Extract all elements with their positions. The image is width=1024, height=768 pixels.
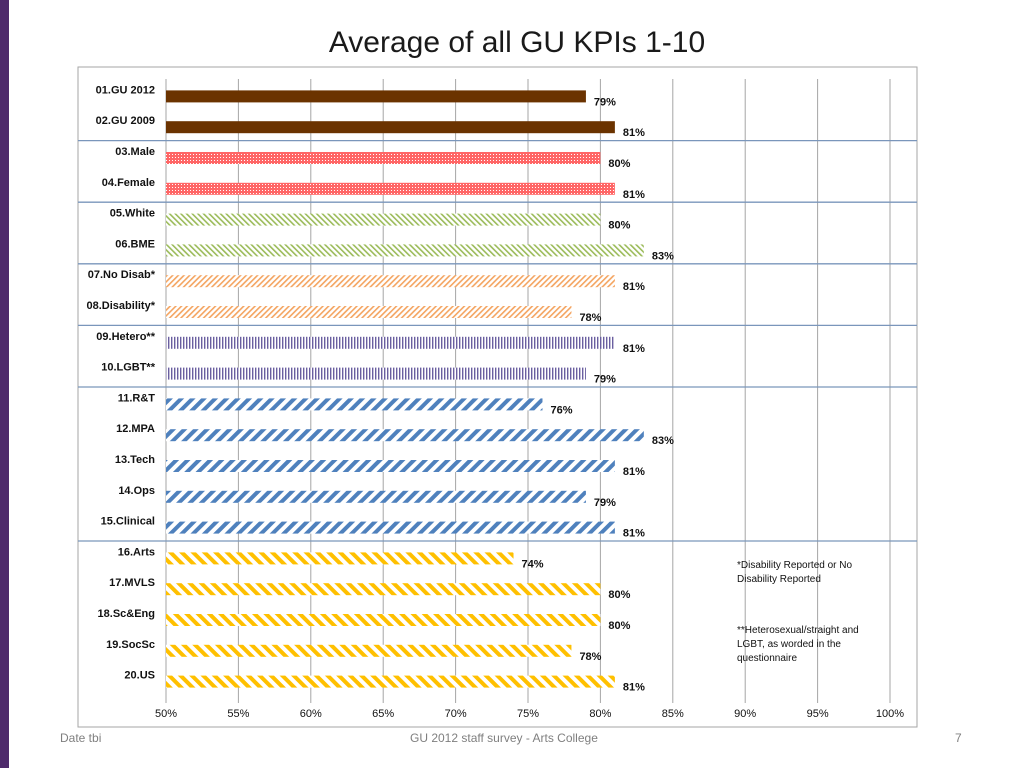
footer-title: GU 2012 staff survey - Arts College bbox=[410, 731, 598, 745]
bar bbox=[166, 367, 586, 380]
value-label: 76% bbox=[550, 404, 572, 416]
category-label: 12.MPA bbox=[116, 423, 155, 435]
value-label: 83% bbox=[652, 250, 674, 262]
value-label: 80% bbox=[608, 158, 630, 170]
footnote-orientation: **Heterosexual/straight and LGBT, as wor… bbox=[737, 625, 859, 664]
category-label: 09.Hetero** bbox=[96, 331, 155, 343]
x-tick-label: 60% bbox=[300, 708, 322, 720]
bar bbox=[166, 429, 644, 442]
value-label: 79% bbox=[594, 96, 616, 108]
value-label: 80% bbox=[608, 620, 630, 632]
category-label: 07.No Disab* bbox=[88, 269, 156, 281]
page-number: 7 bbox=[955, 731, 962, 745]
category-label: 05.White bbox=[110, 208, 155, 220]
category-label: 19.SocSc bbox=[106, 639, 155, 651]
value-label: 81% bbox=[623, 281, 645, 293]
bar bbox=[166, 182, 615, 195]
category-label: 06.BME bbox=[115, 238, 155, 250]
bar bbox=[166, 244, 644, 257]
footnote-disability: *Disability Reported or No Disability Re… bbox=[737, 560, 853, 585]
value-label: 80% bbox=[608, 589, 630, 601]
category-label: 18.Sc&Eng bbox=[98, 608, 155, 620]
value-label: 78% bbox=[579, 651, 601, 663]
category-label: 08.Disability* bbox=[87, 300, 156, 312]
bar bbox=[166, 583, 601, 596]
x-tick-label: 55% bbox=[227, 708, 249, 720]
bar bbox=[166, 152, 601, 164]
value-label: 78% bbox=[579, 312, 601, 324]
x-tick-label: 70% bbox=[445, 708, 467, 720]
x-tick-label: 95% bbox=[807, 708, 829, 720]
bar bbox=[166, 90, 586, 103]
category-label: 04.Female bbox=[102, 177, 155, 189]
bar bbox=[166, 275, 615, 288]
x-tick-label: 80% bbox=[589, 708, 611, 720]
value-label: 81% bbox=[623, 127, 645, 139]
bar bbox=[166, 552, 514, 565]
category-label: 14.Ops bbox=[118, 485, 155, 497]
category-label: 15.Clinical bbox=[101, 516, 155, 528]
bar bbox=[166, 306, 572, 318]
footer-date: Date tbi bbox=[60, 731, 102, 745]
x-tick-label: 100% bbox=[876, 708, 904, 720]
category-label: 10.LGBT** bbox=[101, 362, 156, 374]
x-tick-label: 75% bbox=[517, 708, 539, 720]
category-label: 01.GU 2012 bbox=[96, 84, 155, 96]
value-label: 81% bbox=[623, 466, 645, 478]
x-tick-label: 90% bbox=[734, 708, 756, 720]
bar bbox=[166, 644, 572, 657]
bar bbox=[166, 675, 615, 688]
bar bbox=[166, 336, 615, 349]
value-label: 81% bbox=[623, 343, 645, 355]
category-label: 02.GU 2009 bbox=[96, 115, 155, 127]
value-label: 81% bbox=[623, 682, 645, 694]
x-tick-label: 50% bbox=[155, 708, 177, 720]
value-label: 74% bbox=[522, 558, 544, 570]
value-label: 79% bbox=[594, 497, 616, 509]
x-tick-label: 85% bbox=[662, 708, 684, 720]
bar bbox=[166, 460, 615, 472]
value-label: 80% bbox=[608, 220, 630, 232]
value-label: 81% bbox=[623, 528, 645, 540]
bar bbox=[166, 490, 586, 503]
bar bbox=[166, 121, 615, 134]
value-label: 83% bbox=[652, 435, 674, 447]
category-label: 13.Tech bbox=[115, 454, 155, 466]
category-label: 17.MVLS bbox=[109, 577, 155, 589]
bar bbox=[166, 614, 601, 626]
x-tick-label: 65% bbox=[372, 708, 394, 720]
bar bbox=[166, 521, 615, 534]
bar bbox=[166, 398, 543, 411]
bar bbox=[166, 213, 601, 226]
value-label: 81% bbox=[623, 189, 645, 201]
slide-title: Average of all GU KPIs 1-10 bbox=[328, 26, 706, 59]
value-label: 79% bbox=[594, 374, 616, 386]
category-label: 16.Arts bbox=[118, 546, 155, 558]
slide-accent-bar bbox=[0, 0, 9, 768]
category-label: 20.US bbox=[124, 670, 155, 682]
category-label: 11.R&T bbox=[118, 392, 156, 404]
category-label: 03.Male bbox=[115, 146, 155, 158]
